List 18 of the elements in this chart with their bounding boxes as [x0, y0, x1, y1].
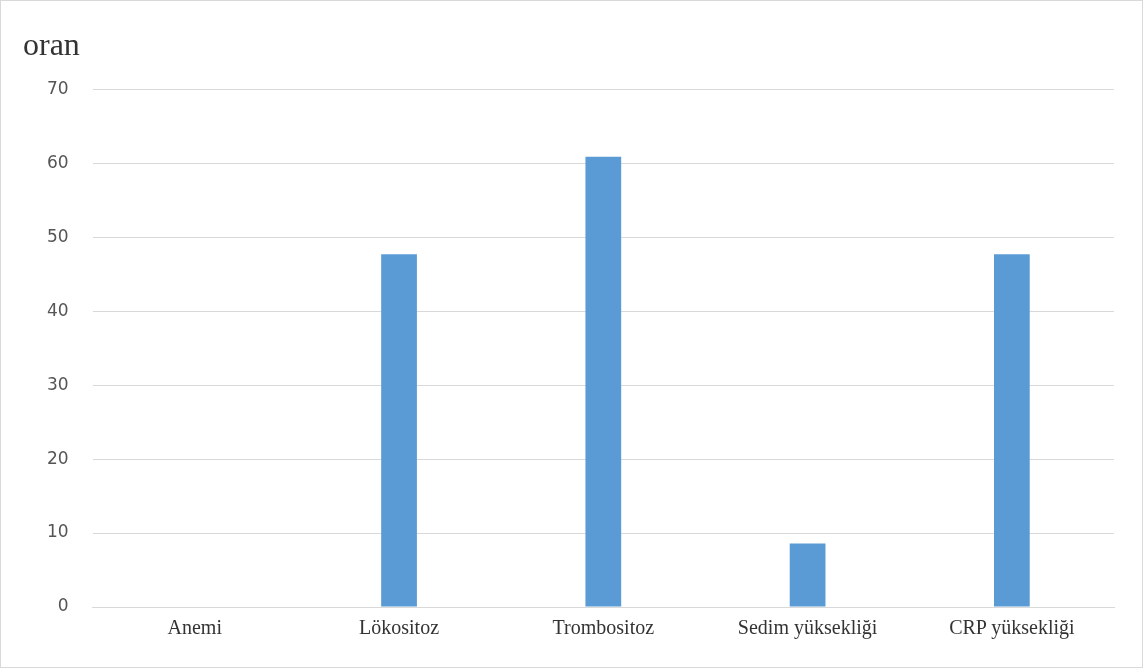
y-tick-label: 30	[46, 373, 69, 394]
bar	[993, 254, 1030, 607]
x-tick-label: Trombositoz	[552, 616, 655, 639]
y-tick-label: 60	[46, 151, 69, 172]
bar	[789, 543, 826, 607]
y-tick-label: 20	[46, 447, 69, 468]
x-tick-label: Anemi	[167, 616, 223, 639]
y-tick-label: 40	[46, 299, 69, 320]
bar	[585, 156, 622, 607]
chart-title: oran	[23, 25, 80, 62]
bar	[381, 254, 417, 607]
y-tick-label: 50	[46, 225, 69, 246]
y-tick-label: 10	[46, 521, 69, 542]
y-tick-label: 0	[57, 595, 69, 616]
x-tick-label: Sedim yüksekliği	[737, 616, 878, 640]
y-tick-label: 70	[46, 77, 69, 98]
x-tick-label: Lökositoz	[359, 616, 440, 639]
x-tick-label: CRP yüksekliği	[949, 616, 1075, 640]
